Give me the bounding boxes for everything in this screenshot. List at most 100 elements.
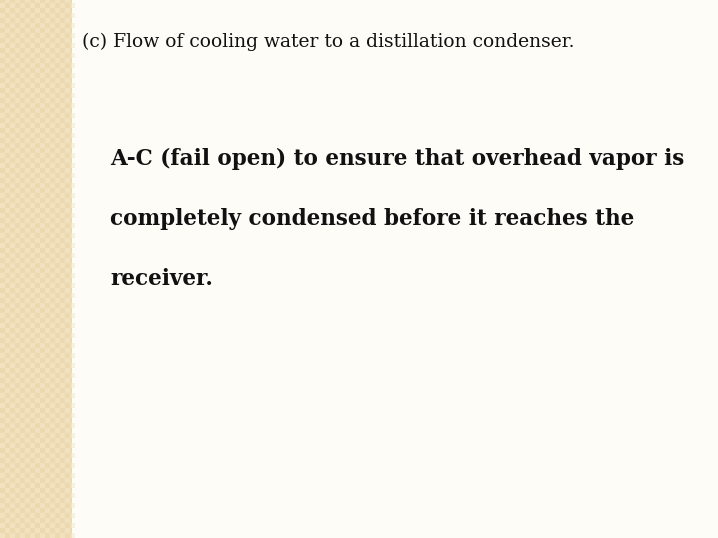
Bar xyxy=(70,53,75,58)
Bar xyxy=(60,163,65,168)
Bar xyxy=(60,233,65,238)
Bar xyxy=(30,133,35,138)
Bar xyxy=(20,423,25,428)
Bar xyxy=(5,48,10,53)
Bar xyxy=(20,443,25,448)
Bar xyxy=(45,438,50,443)
Bar xyxy=(25,378,30,383)
Bar xyxy=(30,93,35,98)
Bar xyxy=(10,53,15,58)
Bar xyxy=(0,523,5,528)
Bar xyxy=(45,398,50,403)
Bar xyxy=(70,393,75,398)
Bar xyxy=(15,128,20,133)
Bar xyxy=(0,3,5,8)
Bar xyxy=(20,473,25,478)
Bar xyxy=(20,53,25,58)
Bar xyxy=(5,28,10,33)
Bar xyxy=(30,153,35,158)
Bar xyxy=(45,228,50,233)
Bar xyxy=(50,133,55,138)
Bar xyxy=(40,383,45,388)
Bar xyxy=(55,188,60,193)
Bar xyxy=(65,288,70,293)
Bar xyxy=(30,373,35,378)
Bar xyxy=(45,448,50,453)
Bar xyxy=(5,228,10,233)
Bar xyxy=(10,323,15,328)
Bar xyxy=(35,198,40,203)
Bar xyxy=(0,213,5,218)
Bar xyxy=(45,418,50,423)
Bar xyxy=(10,83,15,88)
Bar xyxy=(65,8,70,13)
Bar xyxy=(55,528,60,533)
Bar xyxy=(55,318,60,323)
Bar xyxy=(35,328,40,333)
Bar xyxy=(40,283,45,288)
Bar xyxy=(5,498,10,503)
Bar xyxy=(10,293,15,298)
Bar xyxy=(15,298,20,303)
Bar xyxy=(30,303,35,308)
Bar xyxy=(50,63,55,68)
Bar xyxy=(50,43,55,48)
Bar xyxy=(15,258,20,263)
Bar xyxy=(40,183,45,188)
Bar xyxy=(10,463,15,468)
Bar xyxy=(35,278,40,283)
Bar xyxy=(70,493,75,498)
Bar xyxy=(65,38,70,43)
Bar xyxy=(0,103,5,108)
Bar xyxy=(55,228,60,233)
Bar xyxy=(30,213,35,218)
Bar xyxy=(55,58,60,63)
Bar xyxy=(25,78,30,83)
Bar xyxy=(55,248,60,253)
Bar xyxy=(55,0,60,3)
Bar xyxy=(0,373,5,378)
Bar xyxy=(5,168,10,173)
Bar xyxy=(10,443,15,448)
Bar xyxy=(50,113,55,118)
Bar xyxy=(10,343,15,348)
Bar xyxy=(25,18,30,23)
Bar xyxy=(5,528,10,533)
Bar xyxy=(20,33,25,38)
Bar xyxy=(10,153,15,158)
Bar xyxy=(20,523,25,528)
Bar xyxy=(10,163,15,168)
Bar xyxy=(20,103,25,108)
Bar xyxy=(60,93,65,98)
Bar xyxy=(5,58,10,63)
Bar xyxy=(40,73,45,78)
Bar xyxy=(30,143,35,148)
Bar xyxy=(45,238,50,243)
Bar xyxy=(70,463,75,468)
Bar xyxy=(60,283,65,288)
Bar xyxy=(35,0,40,3)
Bar xyxy=(50,73,55,78)
Bar xyxy=(0,133,5,138)
Bar xyxy=(20,303,25,308)
Bar xyxy=(15,378,20,383)
Bar xyxy=(55,168,60,173)
Bar xyxy=(45,268,50,273)
Bar xyxy=(50,403,55,408)
Bar xyxy=(45,68,50,73)
Bar xyxy=(20,193,25,198)
Bar xyxy=(10,283,15,288)
Bar xyxy=(30,513,35,518)
Bar xyxy=(40,133,45,138)
Bar xyxy=(20,223,25,228)
Bar xyxy=(60,413,65,418)
Bar xyxy=(60,213,65,218)
Bar xyxy=(0,53,5,58)
Bar xyxy=(20,453,25,458)
Bar xyxy=(40,223,45,228)
Bar xyxy=(15,228,20,233)
Bar xyxy=(40,373,45,378)
Bar xyxy=(65,438,70,443)
Bar xyxy=(40,163,45,168)
Bar xyxy=(50,23,55,28)
